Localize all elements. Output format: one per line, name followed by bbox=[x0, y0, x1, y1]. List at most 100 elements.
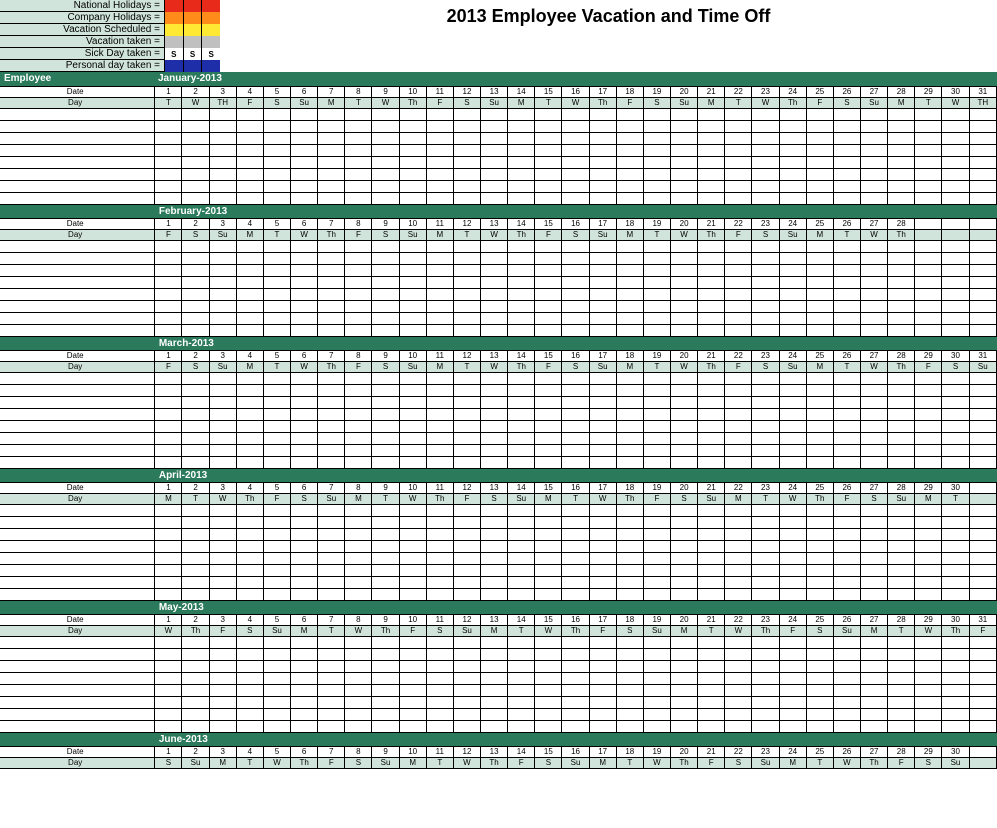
day-cell bbox=[806, 649, 833, 661]
day-cell bbox=[535, 301, 562, 313]
date-cell: 9 bbox=[372, 351, 399, 362]
dow-cell: W bbox=[833, 758, 860, 769]
day-cell bbox=[806, 193, 833, 205]
day-cell bbox=[861, 301, 888, 313]
dow-cell: S bbox=[671, 494, 698, 505]
day-cell bbox=[671, 409, 698, 421]
day-cell bbox=[969, 169, 996, 181]
day-cell bbox=[589, 265, 616, 277]
day-cell bbox=[643, 565, 670, 577]
day-cell bbox=[535, 409, 562, 421]
dow-cell: Th bbox=[806, 494, 833, 505]
day-cell bbox=[426, 145, 453, 157]
day-cell bbox=[969, 277, 996, 289]
day-cell bbox=[806, 241, 833, 253]
day-cell bbox=[263, 421, 290, 433]
day-row: DaySSuMTWThFSSuMTWThFSSuMTWThFSSuMTWThFS… bbox=[0, 758, 997, 769]
day-cell bbox=[481, 577, 508, 589]
legend-swatch bbox=[165, 24, 184, 36]
date-cell: 10 bbox=[399, 747, 426, 758]
day-cell bbox=[372, 133, 399, 145]
date-cell: 19 bbox=[643, 615, 670, 626]
day-cell bbox=[861, 325, 888, 337]
day-cell bbox=[182, 637, 209, 649]
dow-cell: Su bbox=[481, 98, 508, 109]
day-cell bbox=[182, 253, 209, 265]
date-cell: 13 bbox=[481, 615, 508, 626]
day-cell bbox=[915, 325, 942, 337]
legend-swatch bbox=[184, 60, 203, 72]
dow-cell: F bbox=[833, 494, 860, 505]
day-cell bbox=[399, 277, 426, 289]
date-cell: 28 bbox=[888, 483, 915, 494]
dow-cell: W bbox=[345, 626, 372, 637]
day-cell bbox=[698, 409, 725, 421]
date-cell: 14 bbox=[508, 483, 535, 494]
day-cell bbox=[562, 277, 589, 289]
day-cell bbox=[291, 121, 318, 133]
day-cell bbox=[155, 721, 182, 733]
day-cell bbox=[969, 313, 996, 325]
day-cell bbox=[453, 133, 480, 145]
day-cell bbox=[752, 289, 779, 301]
dow-cell: Th bbox=[318, 362, 345, 373]
day-cell bbox=[182, 193, 209, 205]
dow-cell bbox=[915, 230, 942, 241]
date-cell: 11 bbox=[426, 219, 453, 230]
day-cell bbox=[942, 577, 969, 589]
day-cell bbox=[155, 121, 182, 133]
date-cell: 6 bbox=[291, 87, 318, 98]
legend-swatch bbox=[184, 12, 203, 24]
day-cell bbox=[725, 169, 752, 181]
day-cell bbox=[725, 709, 752, 721]
day-cell bbox=[779, 145, 806, 157]
day-cell bbox=[671, 157, 698, 169]
day-cell bbox=[671, 181, 698, 193]
dow-cell: Su bbox=[969, 362, 996, 373]
date-cell: 16 bbox=[562, 747, 589, 758]
day-cell bbox=[833, 565, 860, 577]
day-cell bbox=[236, 157, 263, 169]
dow-cell: T bbox=[833, 230, 860, 241]
day-cell bbox=[833, 373, 860, 385]
dow-cell: W bbox=[291, 362, 318, 373]
day-cell bbox=[589, 277, 616, 289]
day-cell bbox=[888, 289, 915, 301]
day-cell bbox=[508, 433, 535, 445]
day-cell bbox=[589, 577, 616, 589]
date-cell: 24 bbox=[779, 483, 806, 494]
day-cell bbox=[535, 517, 562, 529]
day-cell bbox=[698, 457, 725, 469]
day-cell bbox=[345, 685, 372, 697]
day-cell bbox=[861, 589, 888, 601]
day-cell bbox=[616, 457, 643, 469]
day-cell bbox=[779, 505, 806, 517]
date-cell: 30 bbox=[942, 483, 969, 494]
day-cell bbox=[915, 673, 942, 685]
day-cell bbox=[698, 169, 725, 181]
day-cell bbox=[508, 181, 535, 193]
dow-cell: T bbox=[453, 362, 480, 373]
day-cell bbox=[481, 181, 508, 193]
date-cell: 28 bbox=[888, 351, 915, 362]
day-cell bbox=[426, 433, 453, 445]
day-cell bbox=[779, 709, 806, 721]
day-cell bbox=[833, 301, 860, 313]
day-cell bbox=[372, 181, 399, 193]
day-cell bbox=[779, 685, 806, 697]
employee-row bbox=[0, 157, 997, 169]
day-cell bbox=[806, 253, 833, 265]
day-cell bbox=[562, 121, 589, 133]
dow-cell: Th bbox=[888, 362, 915, 373]
day-cell bbox=[263, 505, 290, 517]
day-cell bbox=[182, 685, 209, 697]
date-cell: 19 bbox=[643, 87, 670, 98]
day-cell bbox=[399, 169, 426, 181]
day-cell bbox=[263, 385, 290, 397]
day-cell bbox=[236, 253, 263, 265]
day-cell bbox=[399, 133, 426, 145]
day-cell bbox=[806, 721, 833, 733]
day-cell bbox=[318, 421, 345, 433]
day-cell bbox=[318, 133, 345, 145]
legend-label: Company Holidays = bbox=[0, 12, 164, 23]
